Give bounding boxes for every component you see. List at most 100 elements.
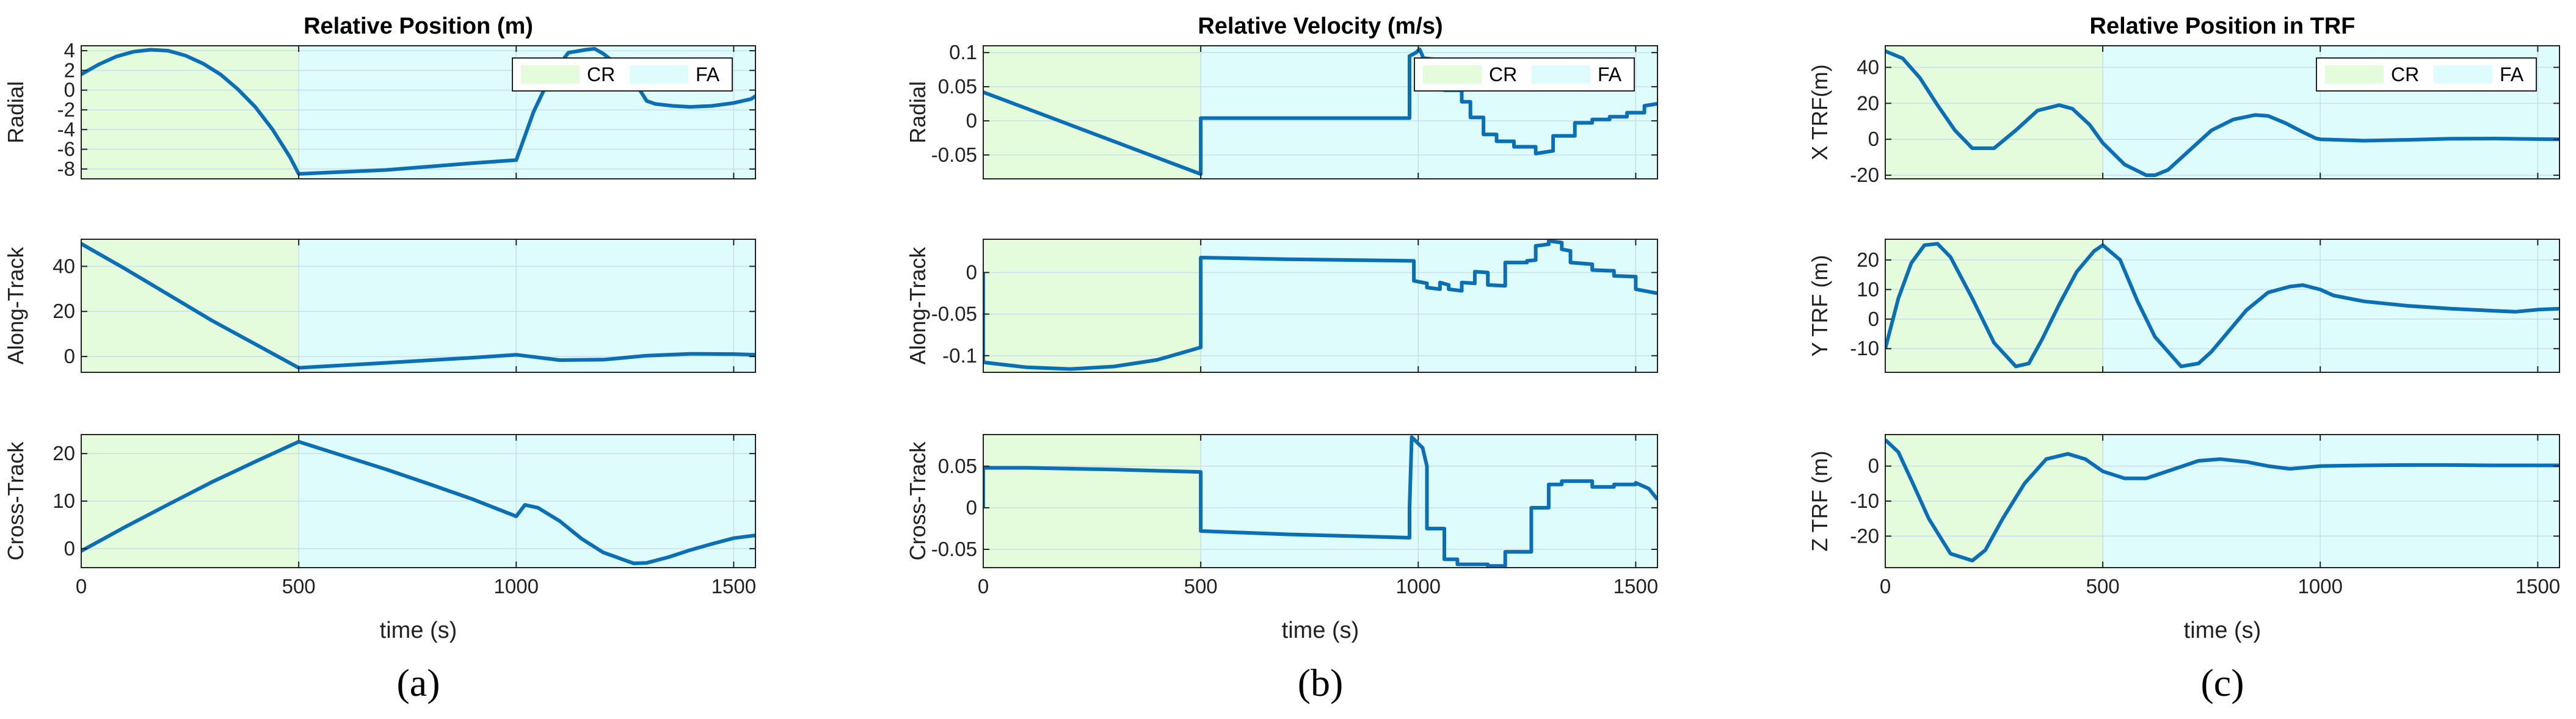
series-line <box>983 239 1657 371</box>
legend-label-fa: FA <box>1598 63 1622 85</box>
y-axis-label: X TRF(m) <box>1807 64 1832 160</box>
legend-label-cr: CR <box>1489 63 1517 85</box>
subplot-2-0: 40 20 0 -20 X TRF(m) CR FA <box>1807 45 2560 186</box>
series-line <box>1885 49 2560 178</box>
legend-label-fa: FA <box>696 63 720 85</box>
y-tick-label: 0 <box>1868 128 1879 150</box>
y-tick-label: 0 <box>64 537 75 560</box>
series-line <box>1885 242 2560 369</box>
series-line <box>983 47 1657 176</box>
chart-0: Relative Position (m)420-2-4-6-8RadialCR… <box>3 13 756 704</box>
x-axis-label: time (s) <box>380 618 457 643</box>
chart-1: Relative Velocity (m/s)0.10.050-0.05Radi… <box>905 13 1658 704</box>
y-tick-label: 20 <box>1857 92 1879 114</box>
y-tick-label: 10 <box>53 490 75 512</box>
x-tick-label: 0 <box>1880 575 1891 598</box>
y-tick-label: -6 <box>57 138 75 161</box>
x-tick-label: 1000 <box>1396 575 1441 598</box>
y-tick-label: 10 <box>1857 278 1879 300</box>
x-tick-label: 1500 <box>1614 575 1658 598</box>
x-tick-label: 500 <box>282 575 316 598</box>
region-cr <box>81 46 299 179</box>
legend-label-cr: CR <box>587 63 615 85</box>
region-cr <box>1885 46 2103 179</box>
axes-box <box>81 239 756 373</box>
y-tick-label: -20 <box>1850 524 1879 547</box>
y-tick-label: 0 <box>966 496 977 519</box>
y-tick-label: 0.1 <box>949 41 977 63</box>
y-axis-label: Radial <box>3 81 28 143</box>
series-line <box>1885 438 2560 563</box>
y-tick-label: 0.05 <box>938 75 977 98</box>
axes-box <box>983 434 1658 568</box>
y-tick-label: 0 <box>64 345 75 367</box>
chart-title: Relative Position (m) <box>304 13 533 39</box>
subplot-2-1: 20 10 0 -10 Y TRF (m) <box>1807 239 2560 373</box>
y-tick-label: 4 <box>64 39 75 62</box>
subplot-2-2: 0 -10 -20 0 500 1000 1500 Z TRF (m) <box>1807 434 2560 598</box>
x-tick-label: 1500 <box>2516 575 2560 598</box>
y-tick-label: -2 <box>57 98 75 121</box>
x-tick-label: 1000 <box>494 575 539 598</box>
axes-box <box>81 45 756 179</box>
y-axis-label: Cross-Track <box>905 441 930 561</box>
y-axis-label: Y TRF (m) <box>1807 255 1832 357</box>
axes-box <box>1885 239 2560 373</box>
series-line <box>81 46 755 176</box>
legend-swatch-cr <box>1423 65 1482 84</box>
y-tick-label: -4 <box>57 118 75 140</box>
region-fa <box>2103 239 2560 372</box>
legend-swatch-fa <box>1532 65 1590 84</box>
x-tick-label: 0 <box>978 575 989 598</box>
series-line <box>983 435 1657 568</box>
y-axis-label: Radial <box>905 81 930 143</box>
legend-swatch-cr <box>2325 65 2384 84</box>
axes-box <box>1885 45 2560 179</box>
subplot-0-1: 0 20 40 Along-Track <box>3 239 756 373</box>
y-axis-label: Along-Track <box>905 247 930 365</box>
region-cr <box>983 435 1201 568</box>
y-tick-label: 40 <box>53 255 75 277</box>
chart-title: Relative Velocity (m/s) <box>1198 13 1443 39</box>
y-tick-label: 0 <box>64 79 75 101</box>
y-axis-label: Z TRF (m) <box>1807 450 1832 551</box>
region-fa <box>1201 239 1657 372</box>
legend-swatch-fa <box>2434 65 2492 84</box>
y-tick-label: -10 <box>1850 490 1879 512</box>
y-tick-label: 0 <box>1868 308 1879 330</box>
panel-label: (c) <box>2200 661 2244 704</box>
region-cr <box>983 46 1201 179</box>
subplot-0-2: 0 10 20 0 500 1000 1500 Cross-Track <box>3 434 756 598</box>
legend: CR FA <box>2316 57 2537 92</box>
y-tick-label: 20 <box>1857 248 1879 271</box>
axes-box <box>983 45 1658 179</box>
region-cr <box>1885 239 2103 372</box>
y-tick-label: 20 <box>53 300 75 322</box>
y-tick-label: 40 <box>1857 56 1879 78</box>
y-tick-label: 2 <box>64 59 75 81</box>
series-line <box>81 242 755 370</box>
legend-swatch-cr <box>521 65 580 84</box>
x-axis-label: time (s) <box>2184 618 2261 643</box>
x-axis-label: time (s) <box>1282 618 1359 643</box>
subplot-1-1: 0 -0.05 -0.1 Along-Track <box>905 239 1658 373</box>
y-tick-label: -0.05 <box>931 303 977 325</box>
legend-label-fa: FA <box>2500 63 2524 85</box>
y-tick-label: 0 <box>966 261 977 284</box>
x-tick-label: 0 <box>76 575 87 598</box>
x-tick-label: 1500 <box>711 575 756 598</box>
region-fa <box>299 239 755 372</box>
x-tick-label: 500 <box>1184 575 1218 598</box>
x-tick-label: 1000 <box>2298 575 2343 598</box>
y-tick-label: -0.05 <box>931 143 977 166</box>
subplot-0-0: 420-2-4-6-8 Radial CR FA <box>3 39 756 180</box>
y-tick-label: 0 <box>966 109 977 132</box>
y-tick-label: -8 <box>57 157 75 180</box>
chart-2: Relative Position in TRF 40 20 0 -20 X TRF(m)… <box>1807 13 2560 704</box>
y-tick-label: -0.1 <box>942 344 977 367</box>
region-fa <box>1201 435 1657 568</box>
legend: CR FA <box>1414 57 1635 92</box>
axes-box <box>983 239 1658 373</box>
